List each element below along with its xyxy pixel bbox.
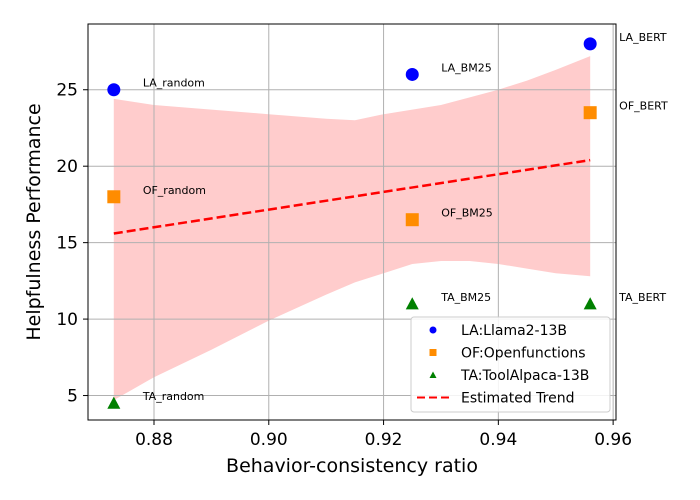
data-point [583,297,597,310]
point-label: OF_BM25 [441,207,493,220]
trend-line [113,158,591,235]
data-point [405,213,419,227]
y-tick-label: 20 [56,157,78,177]
y-axis-label: Helpfulness Performance [23,103,45,340]
x-tick-label: 0.96 [594,430,632,450]
x-tick-label: 0.90 [250,430,288,450]
y-tick-label: 5 [67,387,78,407]
legend-marker [429,326,437,334]
legend-marker [429,349,437,356]
point-label: TA_random [142,390,205,403]
point-label: TA_BM25 [440,291,491,304]
confidence-band [113,56,591,401]
x-tick-label: 0.92 [365,430,403,450]
point-label: OF_random [143,184,206,197]
data-point [583,37,597,51]
point-label: OF_BERT [619,100,668,113]
y-tick-label: 10 [56,310,78,330]
data-point [107,396,121,409]
point-label: LA_BM25 [441,61,491,74]
data-point [405,297,419,310]
plot-frame [87,23,617,421]
point-label: LA_random [143,77,205,90]
x-tick-label: 0.88 [135,430,173,450]
legend-entry: LA:Llama2-13B [461,323,567,339]
legend: LA:Llama2-13B OF:Openfunctions TA:ToolAlpa… [410,316,611,413]
x-axis-label: Behavior-consistency ratio [226,455,478,477]
point-label: LA_BERT [619,31,667,44]
legend-box [410,316,611,413]
y-tick-label: 25 [56,81,78,101]
legend-entry: TA:ToolAlpaca-13B [460,368,589,384]
y-tick-label: 15 [56,234,78,254]
legend-entry: Estimated Trend [461,391,575,407]
legend-marker [429,371,437,378]
legend-entry: OF:Openfunctions [461,346,586,362]
x-tick-label: 0.94 [479,430,517,450]
data-point [107,190,121,204]
point-label: TA_BERT [618,291,666,304]
data-point [583,106,597,120]
data-point [405,67,419,81]
data-point [107,83,121,97]
